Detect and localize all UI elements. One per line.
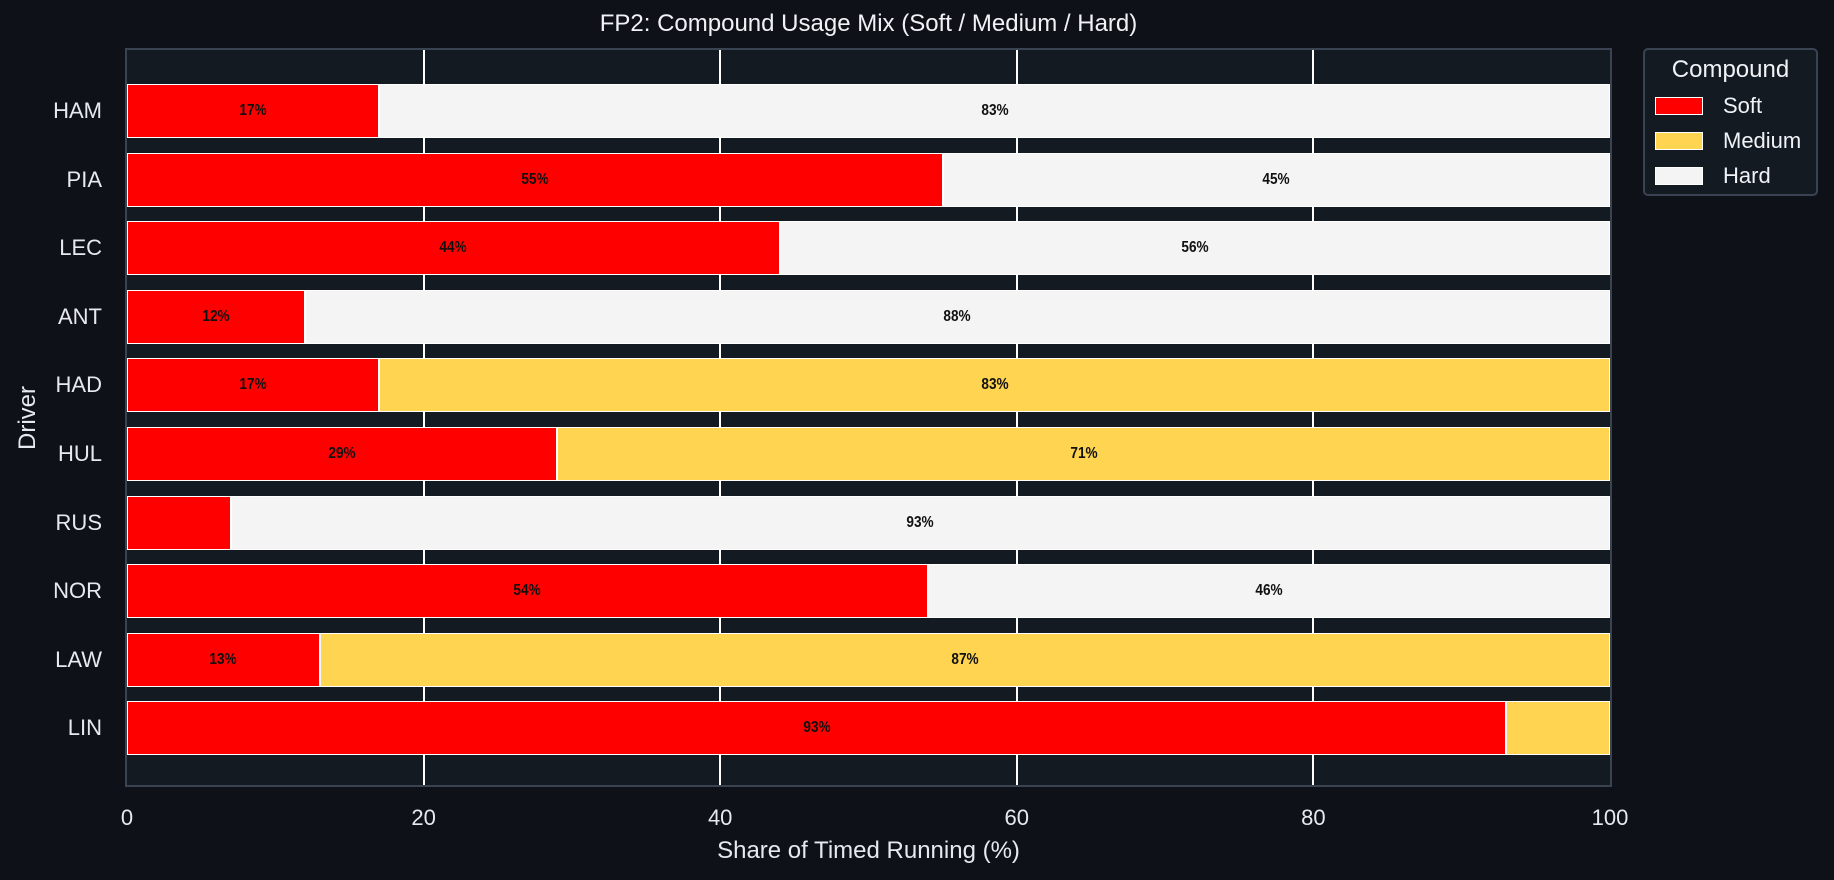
y-tick-label: PIA — [66, 166, 102, 192]
y-tick-label: LIN — [67, 715, 102, 741]
legend-swatch — [1655, 132, 1703, 150]
y-tick-label: HAD — [55, 372, 102, 398]
bar-segment-soft: 29% — [127, 427, 558, 481]
legend-label: Soft — [1723, 93, 1763, 118]
data-label: 56% — [1181, 239, 1209, 257]
y-axis-label: Driver — [14, 386, 41, 450]
data-label: 17% — [239, 376, 267, 394]
bar-segment-medium — [1506, 701, 1610, 756]
data-label: 71% — [1069, 445, 1098, 462]
bar-row-lec: 44% 56% — [127, 221, 1610, 276]
chart-title: FP2: Compound Usage Mix (Soft / Medium /… — [599, 10, 1138, 37]
gridline — [1312, 50, 1315, 785]
x-tick-label: 80 — [1301, 805, 1326, 830]
data-label: 93% — [802, 719, 831, 737]
bar-row-law: 13% 87% — [127, 632, 1610, 687]
bar-segment-medium: 87% — [319, 632, 1610, 687]
data-label: 83% — [980, 376, 1009, 394]
x-tick-label: 40 — [707, 805, 733, 830]
bar-segment-soft: 17% — [127, 358, 380, 413]
data-label: 88% — [943, 307, 972, 325]
bar-segment-soft: 13% — [127, 632, 320, 687]
legend-item-hard: Hard — [1655, 163, 1771, 188]
x-tick-label: 60 — [1004, 805, 1030, 830]
legend-item-soft: Soft — [1655, 93, 1763, 118]
data-label: 87% — [951, 650, 979, 668]
bar-row-ant: 12% 88% — [127, 289, 1610, 344]
y-tick-label: ANT — [58, 303, 102, 329]
data-label: 44% — [439, 239, 467, 257]
x-tick-label: 20 — [411, 805, 436, 830]
x-tick-label: 100 — [1591, 805, 1629, 830]
bar-segment-hard: 88% — [304, 289, 1610, 344]
bar-segment-hard: 83% — [379, 84, 1610, 138]
bar-segment-hard: 46% — [927, 564, 1610, 619]
legend-swatch — [1655, 167, 1703, 185]
y-tick-label: HAM — [53, 98, 102, 123]
legend-label: Medium — [1723, 128, 1802, 153]
bar-segment-hard: 56% — [779, 221, 1610, 276]
data-label: 46% — [1255, 582, 1283, 600]
data-label: 93% — [906, 513, 935, 531]
bar-row-nor: 54% 46% — [127, 564, 1610, 619]
x-tick-label: 0 — [120, 805, 134, 830]
bar-row-had: 17% 83% — [127, 358, 1610, 413]
bar-segment-medium: 83% — [379, 358, 1610, 413]
y-tick-label: LEC — [59, 235, 102, 261]
bar-segment-soft — [127, 495, 231, 550]
data-label: 13% — [209, 650, 238, 668]
data-label: 45% — [1262, 170, 1290, 188]
bar-segment-soft: 44% — [127, 221, 780, 276]
legend-item-medium: Medium — [1655, 128, 1802, 153]
y-tick-label: NOR — [53, 578, 102, 604]
y-tick-label: HUL — [57, 441, 102, 466]
bar-segment-medium: 71% — [557, 427, 1610, 481]
plot-area: 17% 83% 55% 45% 44% 56% 12% 88% 17% 83% 29% 71% 93% 5… — [125, 48, 1612, 787]
bar-segment-hard: 45% — [942, 152, 1610, 207]
x-axis-label: Share of Timed Running (%) — [717, 837, 1020, 864]
y-tick-label: LAW — [55, 646, 102, 672]
bar-row-rus: 93% — [127, 495, 1610, 550]
data-label: 12% — [202, 307, 230, 325]
bar-row-pia: 55% 45% — [127, 152, 1610, 207]
legend-swatch — [1655, 97, 1703, 115]
bar-row-hul: 29% 71% — [127, 427, 1610, 481]
bar-row-ham: 17% 83% — [127, 84, 1610, 138]
data-label: 83% — [980, 102, 1009, 119]
bar-row-lin: 93% — [127, 701, 1610, 756]
bar-segment-hard: 93% — [230, 495, 1610, 550]
bar-segment-soft: 54% — [127, 564, 928, 619]
data-label: 29% — [328, 445, 356, 462]
bar-segment-soft: 12% — [127, 289, 305, 344]
y-tick-label: RUS — [55, 509, 102, 535]
bar-segment-soft: 17% — [127, 84, 380, 138]
data-label: 17% — [239, 102, 267, 119]
legend-label: Hard — [1723, 163, 1771, 188]
legend-title: Compound — [1671, 56, 1790, 83]
gridline — [1015, 50, 1018, 785]
data-label: 54% — [513, 582, 542, 600]
gridline — [422, 50, 425, 785]
bar-segment-soft: 55% — [127, 152, 943, 207]
data-label: 55% — [521, 170, 549, 188]
gridline — [719, 50, 722, 785]
legend: Compound Soft Medium Hard — [1643, 48, 1818, 196]
bar-segment-soft: 93% — [127, 701, 1507, 756]
